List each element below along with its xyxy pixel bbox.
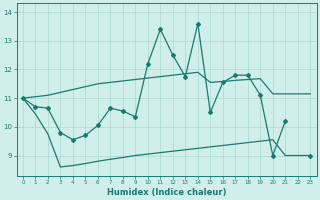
- X-axis label: Humidex (Indice chaleur): Humidex (Indice chaleur): [107, 188, 226, 197]
